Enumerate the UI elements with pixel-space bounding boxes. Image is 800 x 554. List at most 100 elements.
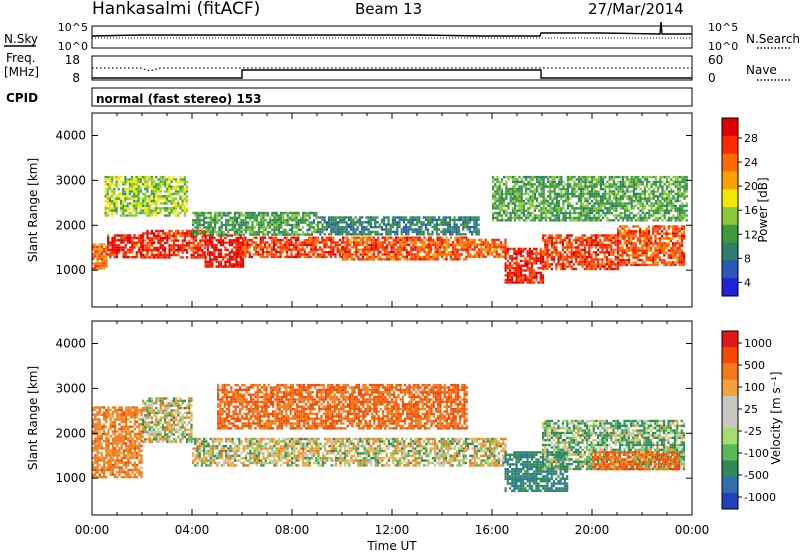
power-cell	[558, 175, 561, 179]
power-cell	[185, 190, 189, 193]
power-cell	[398, 225, 401, 229]
power-cell	[582, 178, 585, 181]
power-cell	[505, 219, 508, 222]
power-cell	[305, 243, 308, 247]
power-cell	[542, 195, 545, 198]
power-cell	[150, 183, 153, 186]
power-cell	[421, 238, 424, 242]
power-cell	[656, 251, 659, 255]
power-cell	[555, 263, 558, 266]
power-cell	[676, 242, 679, 245]
power-cell	[408, 236, 411, 239]
power-cell	[595, 219, 598, 222]
power-cell	[399, 236, 402, 239]
power-cell	[157, 187, 160, 191]
power-cell	[500, 192, 503, 196]
power-cell	[161, 249, 164, 252]
power-cell	[615, 197, 618, 200]
power-cell	[573, 219, 576, 222]
power-cell	[442, 223, 445, 226]
power-cell	[293, 233, 296, 236]
power-cell	[259, 243, 262, 247]
power-cell	[98, 264, 101, 268]
power-cell	[533, 207, 536, 210]
power-cell	[304, 233, 307, 236]
power-cell	[306, 214, 309, 217]
power-cell	[579, 236, 582, 240]
power-cell	[562, 219, 565, 222]
power-cell	[441, 250, 444, 254]
power-cell	[594, 267, 597, 271]
power-cell	[214, 231, 217, 234]
power-cell	[540, 178, 543, 181]
power-cell	[628, 254, 631, 257]
power-cell	[515, 269, 518, 272]
power-cell	[555, 175, 558, 179]
power-cell	[647, 232, 650, 235]
power-cell	[244, 238, 247, 242]
power-cell	[174, 187, 178, 191]
power-cell	[310, 246, 313, 249]
power-cell	[271, 211, 274, 215]
power-cell	[553, 260, 556, 264]
power-cell	[183, 180, 186, 184]
power-cell	[266, 253, 269, 256]
power-cell	[555, 211, 558, 215]
power-cell	[115, 185, 118, 188]
power-cell	[643, 187, 646, 191]
power-cell	[657, 190, 660, 193]
power-cell	[186, 234, 189, 237]
power-cell	[613, 195, 616, 198]
power-cell	[280, 221, 283, 224]
power-cell	[438, 246, 441, 249]
power-cell	[133, 202, 136, 205]
power-cell	[652, 202, 655, 205]
power-cell	[305, 238, 308, 242]
power-cell	[237, 253, 240, 256]
power-cell	[555, 248, 558, 252]
power-cell	[264, 219, 267, 222]
power-cell	[599, 199, 602, 203]
power-cell	[233, 226, 236, 229]
power-cell	[438, 236, 441, 239]
power-cell	[247, 221, 250, 224]
power-cell	[126, 255, 129, 259]
power-cell	[385, 228, 388, 231]
power-cell	[599, 180, 602, 184]
power-cell	[641, 219, 644, 222]
power-cell	[389, 228, 392, 231]
power-cell	[122, 211, 125, 215]
power-cell	[159, 190, 162, 193]
power-cell	[412, 236, 415, 239]
power-cell	[168, 183, 171, 186]
power-cell	[141, 197, 145, 200]
power-cell	[586, 219, 589, 222]
power-cell	[218, 233, 221, 236]
power-cell	[551, 175, 554, 179]
power-cell	[515, 264, 518, 267]
power-cell	[550, 251, 553, 254]
power-cell	[350, 216, 353, 219]
power-cell	[625, 242, 628, 245]
power-cell	[549, 192, 552, 196]
power-cell	[539, 274, 542, 277]
power-cell	[591, 185, 594, 188]
power-cell	[272, 255, 275, 259]
power-cell	[632, 225, 635, 228]
power-cell	[628, 246, 631, 250]
power-cell	[185, 197, 189, 200]
power-cell	[674, 230, 677, 233]
power-cell	[172, 209, 175, 212]
power-cell	[294, 243, 297, 247]
power-cell	[334, 216, 337, 219]
power-cell	[562, 185, 565, 188]
power-cell	[584, 204, 587, 208]
power-cell	[133, 192, 136, 196]
power-cell	[251, 214, 254, 217]
power-cell	[319, 255, 322, 259]
power-cell	[260, 219, 263, 222]
power-cell	[140, 243, 143, 247]
power-cell	[566, 202, 569, 205]
power-cell	[308, 214, 311, 217]
power-cell	[308, 211, 311, 215]
